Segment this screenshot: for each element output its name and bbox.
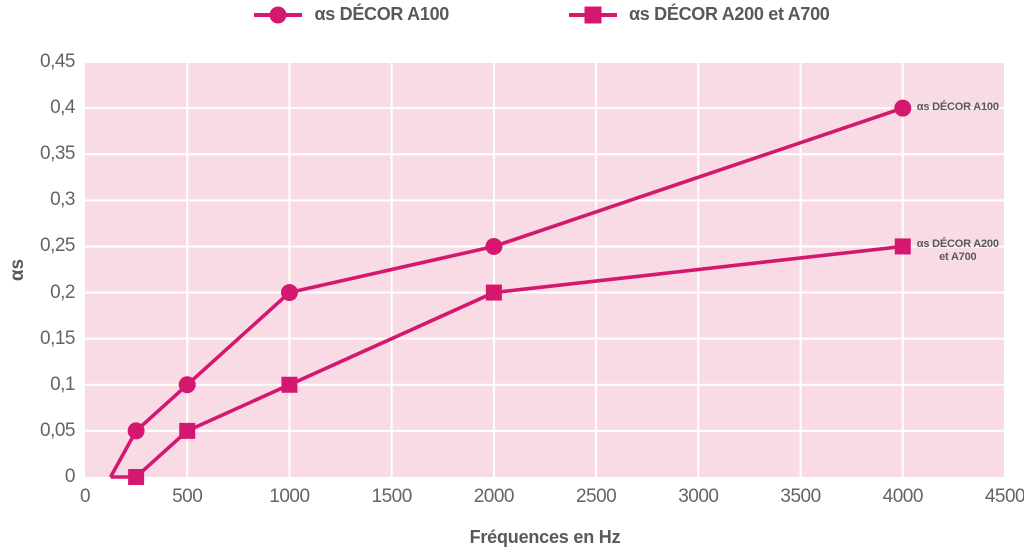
y-tick-label: 0 [64,466,76,487]
y-axis-title: αs [7,258,28,281]
square-series-marker-icon [569,6,617,23]
circle-series-marker-icon [254,6,303,23]
x-axis-title: Fréquences en Hz [469,527,621,547]
data-point-square [179,422,196,439]
data-point-square [894,238,911,255]
x-tick-label: 3000 [678,486,719,507]
data-point-circle [178,376,196,394]
data-point-circle [894,99,912,117]
legend-label-a200-a700: αs DÉCOR A200 et A700 [629,4,830,24]
y-tick-label: 0,4 [50,97,75,119]
y-tick-label: 0,05 [40,419,75,441]
legend-item-a100: αs DÉCOR A100 [254,4,449,25]
x-tick-label: 2500 [575,486,617,507]
x-tick-label: 1000 [269,486,310,507]
data-point-circle [127,422,145,440]
x-tick-label: 0 [79,486,91,507]
legend-label-a100: αs DÉCOR A100 [314,4,449,24]
series-line [110,244,903,479]
series-end-label: αs DÉCOR A100 [916,101,999,114]
series-line [108,106,904,478]
chart-legend: αs DÉCOR A100 αs DÉCOR A200 et A700 [0,4,1024,25]
data-point-square [128,469,145,485]
y-tick-label: 0,2 [50,281,75,303]
plot-area: αs DÉCOR A100 αs DÉCOR A200 et A700 [85,61,1006,485]
y-tick-label: 0,15 [40,327,75,349]
y-axis-title-wrap: αs [0,62,36,477]
data-point-square [281,376,298,393]
x-tick-label: 500 [172,486,203,507]
y-tick-label: 0,25 [40,235,75,257]
y-tick-label: 0,35 [40,143,75,165]
x-tick-label: 4500 [984,486,1024,507]
x-tick-label: 4000 [882,486,924,507]
legend-item-a200-a700: αs DÉCOR A200 et A700 [569,4,830,25]
series-end-label: αs DÉCOR A200 et A700 [916,238,999,264]
x-tick-label: 3500 [780,486,821,507]
y-tick-label: 0,45 [40,51,75,72]
data-point-circle [485,237,503,255]
y-tick-label: 0,3 [50,189,75,211]
x-tick-label: 1500 [371,486,413,507]
data-point-square [485,284,502,301]
x-tick-label: 2000 [473,486,515,507]
y-tick-label: 0,1 [50,373,75,395]
plot-canvas [85,61,1006,485]
data-point-circle [280,284,298,302]
